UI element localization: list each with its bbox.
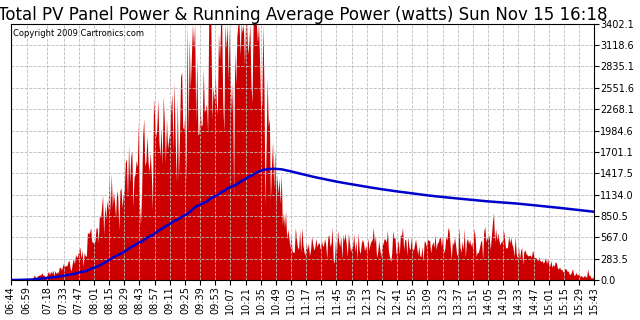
Title: Total PV Panel Power & Running Average Power (watts) Sun Nov 15 16:18: Total PV Panel Power & Running Average P…: [0, 5, 607, 24]
Text: Copyright 2009 Cartronics.com: Copyright 2009 Cartronics.com: [13, 29, 145, 38]
